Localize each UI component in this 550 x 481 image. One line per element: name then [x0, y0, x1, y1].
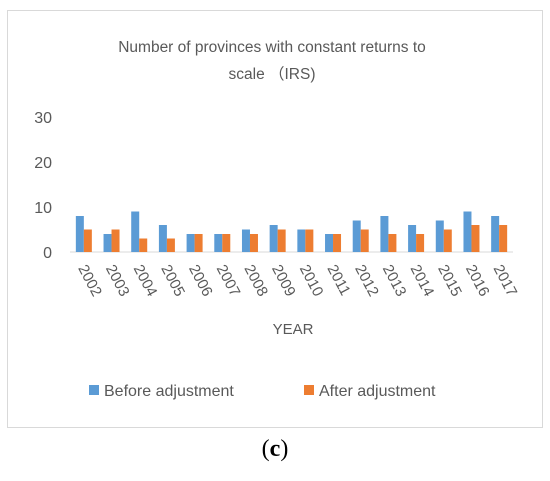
legend-label: After adjustment [319, 383, 436, 400]
x-tick-label: 2009 [268, 262, 299, 299]
caption-open: ( [261, 436, 270, 462]
x-tick-label: 2002 [74, 262, 105, 299]
x-tick-label: 2004 [130, 262, 161, 299]
y-tick-label: 30 [34, 110, 52, 127]
y-tick-label: 20 [34, 155, 52, 172]
bar-before-adjustment-2008 [241, 229, 250, 252]
chart-title: Number of provinces with constant return… [118, 39, 426, 83]
bar-after-adjustment-2016 [471, 225, 480, 252]
x-tick-label: 2016 [462, 262, 493, 299]
chart-title-line-1: Number of provinces with constant return… [118, 39, 426, 56]
x-tick-label: 2014 [407, 262, 438, 299]
y-axis-ticks: 30 20 10 0 [34, 110, 52, 262]
bar-after-adjustment-2015 [443, 229, 452, 252]
bar-after-adjustment-2017 [499, 225, 508, 252]
bar-after-adjustment-2007 [222, 234, 231, 252]
legend-swatch [304, 385, 314, 395]
x-tick-label: 2015 [434, 262, 465, 299]
bar-after-adjustment-2014 [416, 234, 425, 252]
bar-before-adjustment-2017 [491, 216, 500, 252]
x-axis-ticks: 2002200320042005200620072008200920102011… [74, 262, 520, 299]
bar-before-adjustment-2003 [103, 234, 112, 252]
bar-before-adjustment-2016 [463, 211, 472, 252]
x-tick-label: 2010 [296, 262, 327, 299]
bar-before-adjustment-2011 [325, 234, 334, 252]
x-tick-label: 2006 [185, 262, 216, 299]
bar-after-adjustment-2004 [139, 238, 148, 252]
x-tick-label: 2003 [102, 262, 133, 299]
bar-after-adjustment-2006 [194, 234, 203, 252]
bar-before-adjustment-2015 [435, 220, 444, 252]
bar-before-adjustment-2012 [352, 220, 361, 252]
legend-label: Before adjustment [104, 383, 234, 400]
bar-after-adjustment-2012 [360, 229, 369, 252]
x-tick-label: 2011 [323, 262, 353, 298]
bar-after-adjustment-2008 [249, 234, 258, 252]
y-tick-label: 10 [34, 200, 52, 217]
bar-before-adjustment-2013 [380, 216, 389, 252]
bars [75, 211, 508, 252]
x-axis-label: YEAR [273, 321, 314, 338]
x-tick-label: 2008 [240, 262, 271, 299]
bar-before-adjustment-2014 [408, 225, 417, 252]
x-tick-label: 2013 [379, 262, 410, 299]
caption-close: ) [280, 436, 289, 462]
bar-before-adjustment-2010 [297, 229, 306, 252]
bar-before-adjustment-2004 [131, 211, 140, 252]
chart-title-line-2: scale （IRS) [229, 66, 316, 83]
bar-before-adjustment-2009 [269, 225, 278, 252]
legend-swatch [89, 385, 99, 395]
legend: Before adjustment After adjustment [89, 383, 436, 400]
figure-caption: (c) [0, 436, 550, 463]
bar-before-adjustment-2002 [75, 216, 84, 252]
bar-after-adjustment-2005 [166, 238, 175, 252]
bar-after-adjustment-2002 [83, 229, 92, 252]
x-tick-label: 2005 [157, 262, 188, 299]
bar-after-adjustment-2010 [305, 229, 314, 252]
caption-letter: c [269, 436, 281, 462]
bar-after-adjustment-2013 [388, 234, 397, 252]
bar-after-adjustment-2009 [277, 229, 286, 252]
x-tick-label: 2017 [490, 262, 521, 299]
bar-before-adjustment-2007 [214, 234, 223, 252]
bar-after-adjustment-2011 [333, 234, 342, 252]
bar-after-adjustment-2003 [111, 229, 120, 252]
x-tick-label: 2007 [213, 262, 244, 299]
bar-chart: Number of provinces with constant return… [34, 39, 520, 400]
x-tick-label: 2012 [351, 262, 382, 299]
chart-frame [7, 10, 543, 428]
y-tick-label: 0 [43, 245, 52, 262]
bar-before-adjustment-2005 [158, 225, 167, 252]
bar-before-adjustment-2006 [186, 234, 195, 252]
